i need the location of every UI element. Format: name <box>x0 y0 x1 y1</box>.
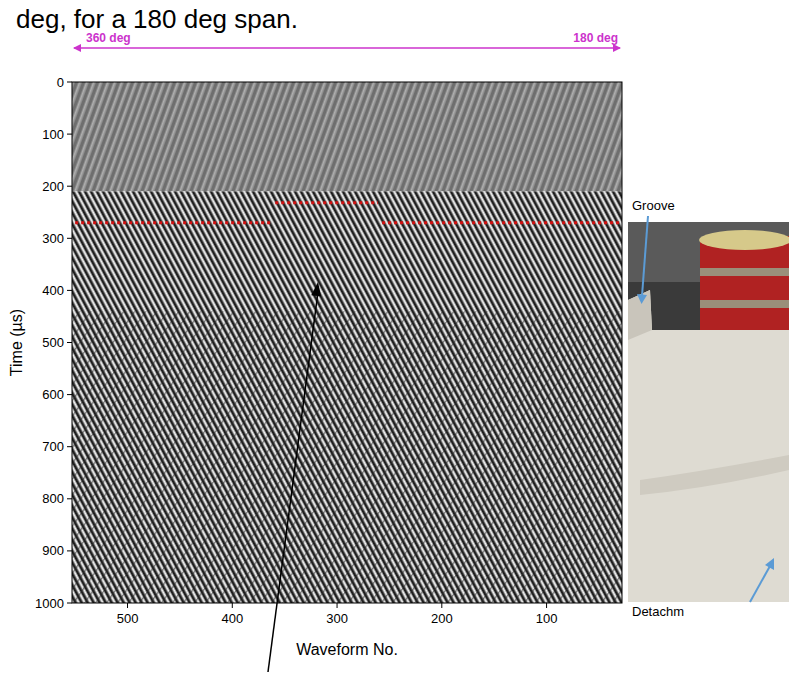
x-tick <box>232 603 233 608</box>
photo-arrow <box>642 216 648 296</box>
y-tick-label: 800 <box>42 491 64 506</box>
y-tick-label: 700 <box>42 439 64 454</box>
pick-line <box>75 221 272 224</box>
x-axis-title: Waveform No. <box>296 641 398 658</box>
y-tick-label: 600 <box>42 387 64 402</box>
y-tick <box>67 238 72 239</box>
y-tick-label: 500 <box>42 335 64 350</box>
y-tick-label: 400 <box>42 283 64 298</box>
x-tick-label: 100 <box>536 611 558 626</box>
y-tick <box>67 498 72 499</box>
span-arrow <box>74 47 620 49</box>
x-tick-label: 300 <box>326 611 348 626</box>
y-tick-label: 900 <box>42 543 64 558</box>
texture-cross <box>72 311 622 603</box>
y-tick-label: 0 <box>57 75 64 90</box>
y-tick <box>67 342 72 343</box>
y-tick-label: 100 <box>42 127 64 142</box>
photo-cylinder <box>700 236 789 330</box>
x-tick <box>337 603 338 608</box>
span-arrowhead <box>613 44 621 52</box>
photo-label: Detachm <box>632 604 684 619</box>
photo-arrowhead <box>765 558 774 570</box>
y-axis-title: Time (µs) <box>8 309 25 376</box>
y-tick <box>67 550 72 551</box>
annotation-arrow <box>268 292 318 672</box>
title: deg, for a 180 deg span. <box>16 4 298 34</box>
texture-late <box>72 191 622 603</box>
photo-band <box>700 300 789 308</box>
pick-line <box>382 221 620 224</box>
photo-groove <box>628 290 652 340</box>
annotation-arrowhead <box>311 282 321 297</box>
pick-line <box>275 201 378 204</box>
x-tick-label: 200 <box>431 611 453 626</box>
span-label: 360 deg <box>86 31 131 45</box>
span-arrowhead <box>73 44 81 52</box>
photo-arrowhead <box>637 294 647 304</box>
y-tick <box>67 186 72 187</box>
x-tick-label: 500 <box>117 611 139 626</box>
y-tick <box>67 603 72 604</box>
y-tick <box>67 82 72 83</box>
y-tick <box>67 446 72 447</box>
y-tick-label: 300 <box>42 231 64 246</box>
y-tick <box>67 134 72 135</box>
waveform-image <box>72 82 622 603</box>
photo-label: Groove <box>632 198 675 213</box>
x-tick <box>441 603 442 608</box>
y-tick <box>67 394 72 395</box>
photo-layer <box>640 455 789 495</box>
y-tick-label: 1000 <box>35 596 64 611</box>
photo-stone <box>628 290 789 602</box>
x-tick <box>127 603 128 608</box>
y-tick <box>67 290 72 291</box>
span-label: 180 deg <box>573 31 618 45</box>
x-tick-label: 400 <box>221 611 243 626</box>
photo-band <box>700 268 789 276</box>
photo-arrow <box>750 566 770 602</box>
page: 0 100 200 300 400 500 600 700 800 900 1000 500 400 30… <box>0 0 789 674</box>
photo <box>628 222 789 602</box>
plot-frame <box>72 82 622 603</box>
photo-background <box>628 222 789 602</box>
texture-early <box>72 82 622 191</box>
series-group <box>75 203 620 223</box>
y-tick-label: 200 <box>42 179 64 194</box>
x-tick <box>546 603 547 608</box>
photo-cylinder-top <box>699 230 789 250</box>
